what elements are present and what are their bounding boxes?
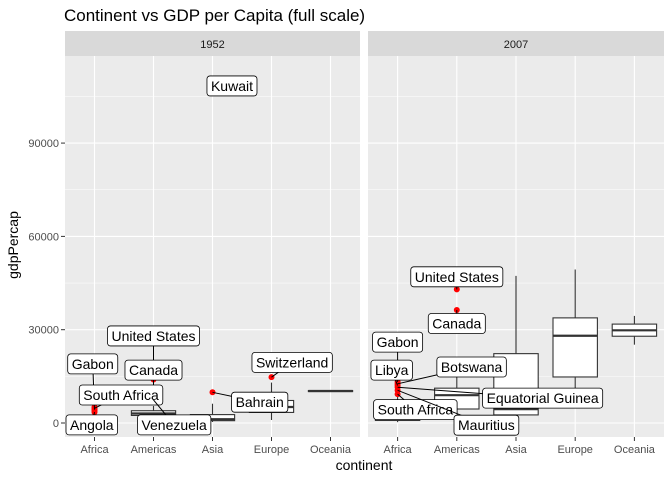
callout-label: Venezuela — [141, 417, 207, 433]
callout-united-states: United States — [107, 325, 200, 380]
facet-panels: 1952 Kuwait United States Canada Switzerland… — [65, 31, 664, 437]
callout-box — [370, 359, 413, 381]
callout-box — [107, 325, 200, 347]
callout-canada: Canada — [124, 359, 183, 388]
y-axis-title: gdpPercap — [5, 211, 21, 279]
callout-label: Canada — [432, 315, 481, 331]
y-tick-label: 60000 — [28, 231, 59, 243]
callout-label: United States — [415, 269, 499, 285]
callout-label: Mauritius — [458, 417, 515, 433]
callout-box — [124, 359, 183, 381]
callout-label: Gabon — [377, 334, 419, 350]
annotations: United States Canada Gabon Libya Botswana Equ… — [370, 266, 604, 436]
x-tick-label-africa: Africa — [80, 444, 109, 456]
facet-strip — [65, 31, 360, 56]
callout-box — [231, 391, 289, 413]
callout-mauritius: Mauritius — [397, 389, 520, 436]
callout-switzerland: Switzerland — [251, 351, 333, 378]
callout-box — [373, 399, 458, 421]
callout-box — [206, 75, 258, 97]
y-tick-label: 90000 — [28, 138, 59, 150]
callout-box — [453, 414, 520, 436]
panel-1952: 1952 Kuwait United States Canada Switzerland… — [65, 31, 360, 437]
callout-box — [436, 356, 507, 378]
callout-venezuela: Venezuela — [137, 399, 212, 436]
y-axis: 0 30000 60000 90000 — [28, 138, 65, 430]
annotations: Kuwait United States Canada Switzerland Gabo… — [65, 75, 333, 436]
box-oceania — [307, 389, 354, 393]
x-tick-label-americas: Americas — [434, 444, 480, 456]
callout-label: Libya — [375, 362, 409, 378]
x-axis-title: continent — [336, 457, 393, 473]
callout-box — [65, 414, 118, 436]
x-tick-label-europe: Europe — [254, 444, 289, 456]
callout-bahrain: Bahrain — [212, 391, 289, 413]
panel-2007: 2007 United States Canada Gabon Libya Botswan… — [368, 31, 664, 437]
box-iqr — [552, 317, 598, 378]
callout-canada: Canada — [427, 310, 486, 334]
callout-box — [427, 313, 486, 334]
box-oceania — [611, 315, 658, 345]
callout-box — [251, 351, 333, 373]
callout-kuwait: Kuwait — [206, 75, 258, 97]
callout-label: South Africa — [83, 387, 159, 403]
callout-libya: Libya — [370, 359, 413, 386]
callout-south-africa: South Africa — [78, 384, 164, 409]
callout-angola: Angola — [65, 412, 118, 436]
callout-label: Switzerland — [256, 354, 328, 370]
x-tick-label-americas: Americas — [131, 444, 177, 456]
callout-united-states: United States — [410, 266, 504, 290]
x-tick-label-oceania: Oceania — [614, 444, 656, 456]
callout-label: Kuwait — [211, 78, 253, 94]
callout-gabon: Gabon — [372, 331, 424, 382]
x-tick-label-asia: Asia — [505, 444, 527, 456]
callout-label: South Africa — [378, 402, 454, 418]
chart-title: Continent vs GDP per Capita (full scale) — [64, 6, 365, 25]
callout-label: United States — [111, 328, 195, 344]
x-tick-label-africa: Africa — [384, 444, 413, 456]
x-axis: Africa Americas Asia Europe Oceania Africa Ame… — [80, 437, 656, 456]
x-tick-label-europe: Europe — [557, 444, 592, 456]
callout-label: Botswana — [441, 359, 503, 375]
callout-equatorial-guinea: Equatorial Guinea — [397, 386, 604, 409]
facet-strip — [368, 31, 664, 56]
callout-box — [482, 387, 604, 409]
callout-box — [78, 384, 164, 406]
facet-label: 1952 — [200, 39, 224, 51]
x-tick-label-oceania: Oceania — [310, 444, 352, 456]
callout-box — [410, 266, 504, 288]
y-tick-label: 30000 — [28, 325, 59, 337]
callout-label: Gabon — [72, 356, 114, 372]
y-tick-label: 0 — [53, 418, 59, 430]
callout-gabon: Gabon — [67, 353, 119, 410]
callout-botswana: Botswana — [397, 356, 507, 385]
callout-label: Bahrain — [236, 394, 284, 410]
callout-label: Canada — [129, 362, 178, 378]
callout-south-africa: South Africa — [373, 393, 458, 421]
callout-label: Equatorial Guinea — [487, 390, 599, 406]
x-tick-label-asia: Asia — [202, 444, 224, 456]
callout-box — [372, 331, 424, 353]
callout-box — [137, 414, 212, 436]
facet-label: 2007 — [504, 39, 528, 51]
callout-label: Angola — [70, 417, 114, 433]
callout-box — [67, 353, 119, 375]
